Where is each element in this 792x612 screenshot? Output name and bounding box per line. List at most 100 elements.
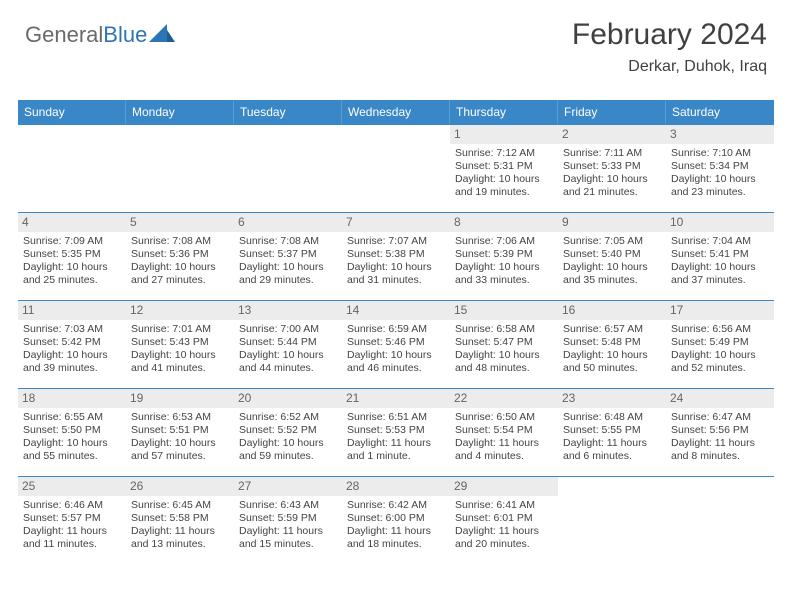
day-number: 26 [126, 477, 234, 496]
day-cell: 24Sunrise: 6:47 AMSunset: 5:56 PMDayligh… [666, 388, 774, 476]
sunrise-line: Sunrise: 6:57 AM [563, 323, 661, 336]
sunset-line: Sunset: 5:56 PM [671, 424, 769, 437]
daylight-line: Daylight: 10 hours and 50 minutes. [563, 349, 661, 375]
sunrise-line: Sunrise: 7:11 AM [563, 147, 661, 160]
day-number: 23 [558, 389, 666, 408]
dow-thursday: Thursday [450, 100, 558, 124]
sunrise-line: Sunrise: 7:05 AM [563, 235, 661, 248]
header: GeneralBlue February 2024 Derkar, Duhok,… [0, 0, 792, 90]
day-number: 18 [18, 389, 126, 408]
day-cell: 27Sunrise: 6:43 AMSunset: 5:59 PMDayligh… [234, 476, 342, 564]
day-cell [666, 476, 774, 564]
day-cell: 15Sunrise: 6:58 AMSunset: 5:47 PMDayligh… [450, 300, 558, 388]
day-number: 27 [234, 477, 342, 496]
sunset-line: Sunset: 5:58 PM [131, 512, 229, 525]
daylight-line: Daylight: 10 hours and 19 minutes. [455, 173, 553, 199]
day-number: 8 [450, 213, 558, 232]
daylight-line: Daylight: 10 hours and 35 minutes. [563, 261, 661, 287]
sunset-line: Sunset: 5:57 PM [23, 512, 121, 525]
sunrise-line: Sunrise: 7:09 AM [23, 235, 121, 248]
day-number: 3 [666, 125, 774, 144]
sunset-line: Sunset: 5:33 PM [563, 160, 661, 173]
calendar: SundayMondayTuesdayWednesdayThursdayFrid… [18, 100, 774, 564]
day-number: 25 [18, 477, 126, 496]
sunrise-line: Sunrise: 6:53 AM [131, 411, 229, 424]
sunset-line: Sunset: 5:53 PM [347, 424, 445, 437]
sunrise-line: Sunrise: 7:08 AM [239, 235, 337, 248]
day-number: 11 [18, 301, 126, 320]
sunrise-line: Sunrise: 6:55 AM [23, 411, 121, 424]
day-number: 21 [342, 389, 450, 408]
day-cell: 9 Sunrise: 7:05 AMSunset: 5:40 PMDaylight… [558, 212, 666, 300]
day-cell: 25 Sunrise: 6:46 AMSunset: 5:57 PMDayligh… [18, 476, 126, 564]
sunrise-line: Sunrise: 6:46 AM [23, 499, 121, 512]
sunrise-line: Sunrise: 7:01 AM [131, 323, 229, 336]
daylight-line: Daylight: 10 hours and 52 minutes. [671, 349, 769, 375]
daylight-line: Daylight: 10 hours and 57 minutes. [131, 437, 229, 463]
day-cell: 17Sunrise: 6:56 AMSunset: 5:49 PMDayligh… [666, 300, 774, 388]
calendar-grid: 1Sunrise: 7:12 AMSunset: 5:31 PMDaylight… [18, 124, 774, 564]
day-cell: 12 Sunrise: 7:01 AMSunset: 5:43 PMDayligh… [126, 300, 234, 388]
day-number: 4 [18, 213, 126, 232]
sunrise-line: Sunrise: 6:59 AM [347, 323, 445, 336]
daylight-line: Daylight: 10 hours and 21 minutes. [563, 173, 661, 199]
day-number: 29 [450, 477, 558, 496]
sunrise-line: Sunrise: 7:10 AM [671, 147, 769, 160]
sunset-line: Sunset: 5:43 PM [131, 336, 229, 349]
day-cell: 20Sunrise: 6:52 AMSunset: 5:52 PMDayligh… [234, 388, 342, 476]
daylight-line: Daylight: 10 hours and 59 minutes. [239, 437, 337, 463]
day-number: 15 [450, 301, 558, 320]
page-title: February 2024 [572, 18, 767, 52]
sunrise-line: Sunrise: 6:41 AM [455, 499, 553, 512]
day-cell: 7Sunrise: 7:07 AMSunset: 5:38 PMDaylight… [342, 212, 450, 300]
day-cell: 26 Sunrise: 6:45 AMSunset: 5:58 PMDayligh… [126, 476, 234, 564]
sunset-line: Sunset: 5:48 PM [563, 336, 661, 349]
dow-tuesday: Tuesday [234, 100, 342, 124]
day-number: 12 [126, 301, 234, 320]
day-cell: 18Sunrise: 6:55 AMSunset: 5:50 PMDayligh… [18, 388, 126, 476]
sunset-line: Sunset: 5:44 PM [239, 336, 337, 349]
sunrise-line: Sunrise: 6:58 AM [455, 323, 553, 336]
sunset-line: Sunset: 5:50 PM [23, 424, 121, 437]
day-number: 28 [342, 477, 450, 496]
daylight-line: Daylight: 11 hours and 18 minutes. [347, 525, 445, 551]
day-number: 9 [558, 213, 666, 232]
brand-triangle-icon [149, 24, 175, 42]
sunset-line: Sunset: 5:52 PM [239, 424, 337, 437]
sunset-line: Sunset: 5:59 PM [239, 512, 337, 525]
day-number: 14 [342, 301, 450, 320]
day-number: 19 [126, 389, 234, 408]
daylight-line: Daylight: 11 hours and 1 minute. [347, 437, 445, 463]
dow-sunday: Sunday [18, 100, 126, 124]
day-cell: 1Sunrise: 7:12 AMSunset: 5:31 PMDaylight… [450, 124, 558, 212]
sunset-line: Sunset: 5:35 PM [23, 248, 121, 261]
brand-text-1: General [25, 22, 103, 48]
day-cell [558, 476, 666, 564]
daylight-line: Daylight: 10 hours and 41 minutes. [131, 349, 229, 375]
sunrise-line: Sunrise: 6:50 AM [455, 411, 553, 424]
sunset-line: Sunset: 5:54 PM [455, 424, 553, 437]
daylight-line: Daylight: 11 hours and 11 minutes. [23, 525, 121, 551]
daylight-line: Daylight: 10 hours and 44 minutes. [239, 349, 337, 375]
day-number: 2 [558, 125, 666, 144]
sunset-line: Sunset: 6:00 PM [347, 512, 445, 525]
day-number: 24 [666, 389, 774, 408]
dow-wednesday: Wednesday [342, 100, 450, 124]
day-number: 10 [666, 213, 774, 232]
brand-text-2: Blue [103, 22, 147, 48]
sunset-line: Sunset: 6:01 PM [455, 512, 553, 525]
day-cell [18, 124, 126, 212]
sunrise-line: Sunrise: 6:48 AM [563, 411, 661, 424]
sunrise-line: Sunrise: 6:45 AM [131, 499, 229, 512]
sunset-line: Sunset: 5:40 PM [563, 248, 661, 261]
day-cell: 13Sunrise: 7:00 AMSunset: 5:44 PMDayligh… [234, 300, 342, 388]
sunset-line: Sunset: 5:46 PM [347, 336, 445, 349]
day-number: 22 [450, 389, 558, 408]
sunrise-line: Sunrise: 7:07 AM [347, 235, 445, 248]
day-cell: 19Sunrise: 6:53 AMSunset: 5:51 PMDayligh… [126, 388, 234, 476]
sunset-line: Sunset: 5:49 PM [671, 336, 769, 349]
daylight-line: Daylight: 11 hours and 13 minutes. [131, 525, 229, 551]
location-text: Derkar, Duhok, Iraq [628, 58, 767, 76]
day-cell: 29Sunrise: 6:41 AMSunset: 6:01 PMDayligh… [450, 476, 558, 564]
day-cell: 28Sunrise: 6:42 AMSunset: 6:00 PMDayligh… [342, 476, 450, 564]
